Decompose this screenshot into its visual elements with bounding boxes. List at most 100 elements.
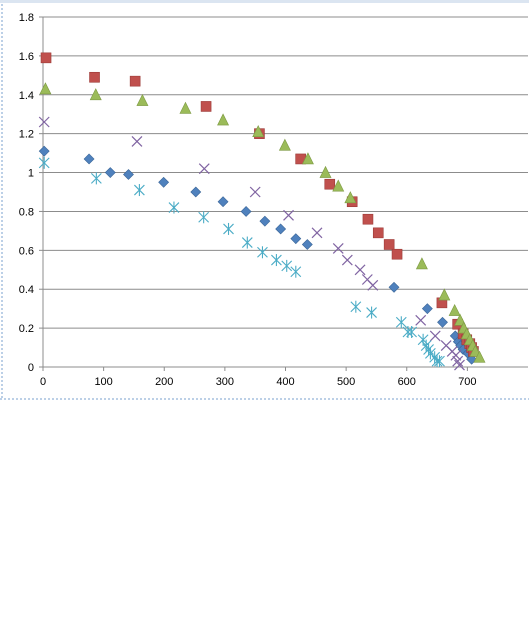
square-point — [391, 248, 403, 260]
x-point — [249, 186, 261, 198]
diamond-point — [388, 281, 400, 293]
square-point — [372, 227, 384, 239]
x-point — [131, 136, 143, 147]
x-point — [332, 242, 344, 254]
x-point — [367, 279, 379, 291]
y-tick-label: 1.8 — [19, 12, 34, 24]
square-point — [129, 75, 141, 87]
x-tick-label: 100 — [94, 376, 112, 388]
star-point — [223, 222, 234, 235]
diamond-point — [275, 223, 287, 235]
triangle-point — [319, 165, 332, 178]
triangle-point — [252, 125, 265, 138]
y-tick-label: 1 — [28, 168, 34, 180]
triangle-point — [179, 101, 192, 114]
diamond-point — [240, 206, 252, 217]
x-point — [415, 314, 427, 326]
triangle-point — [301, 152, 314, 165]
diamond-point — [259, 215, 271, 227]
star-point — [406, 326, 417, 338]
x-tick-label: 300 — [216, 376, 234, 388]
y-tick-label: 0.6 — [19, 245, 34, 257]
square-point — [89, 71, 100, 83]
star-point — [431, 355, 443, 368]
diamond-point — [123, 169, 134, 180]
axis-layer — [39, 16, 528, 371]
diamond-point — [190, 186, 202, 198]
y-tick-label: 0 — [28, 362, 34, 374]
star-point — [90, 172, 102, 185]
x-point — [283, 209, 294, 221]
star-point — [281, 259, 293, 272]
diamond-point — [83, 153, 95, 165]
chart-svg: 0 0.2 0.4 0.6 0.8 1 1.2 1.4 1.6 1.8 0 100 200 300 400 5… — [0, 0, 529, 400]
series-square — [40, 52, 479, 357]
star-point — [366, 306, 377, 319]
x-tick-label: 200 — [155, 376, 173, 388]
star-point — [168, 201, 180, 214]
x-point — [341, 254, 353, 266]
triangle-point — [438, 288, 451, 301]
triangle-point — [217, 113, 230, 126]
series-x — [38, 116, 465, 371]
y-tick-label: 0.4 — [19, 284, 34, 296]
square-point — [383, 239, 395, 250]
star-point — [271, 254, 282, 267]
star-point — [257, 246, 268, 259]
diamond-point — [38, 145, 50, 157]
y-tick-label: 1.2 — [19, 129, 34, 141]
star-point — [241, 236, 253, 249]
diamond-point — [421, 303, 433, 315]
diamond-point — [104, 167, 116, 178]
star-point — [395, 316, 407, 329]
star-point — [38, 156, 50, 169]
chart-frame: 0 0.2 0.4 0.6 0.8 1 1.2 1.4 1.6 1.8 0 100 200 300 400 5… — [0, 0, 529, 400]
triangle-point — [473, 350, 486, 363]
series-star — [38, 156, 445, 368]
x-point — [38, 116, 50, 128]
y-tick-label: 0.2 — [19, 323, 34, 335]
x-point — [454, 359, 465, 371]
x-tick-label: 500 — [337, 376, 355, 388]
square-point — [200, 101, 212, 112]
x-tick-label: 0 — [40, 376, 46, 388]
tick-label-layer: 0 0.2 0.4 0.6 0.8 1 1.2 1.4 1.6 1.8 0 100 200 300 400 5… — [19, 12, 477, 388]
star-point — [350, 300, 362, 313]
x-point — [354, 264, 366, 276]
x-point — [429, 330, 441, 342]
diamond-point — [437, 316, 448, 328]
triangle-point — [136, 93, 149, 106]
top-frame-strip — [0, 0, 529, 3]
triangle-point — [454, 313, 467, 326]
triangle-point — [332, 179, 345, 192]
star-point — [423, 343, 434, 356]
x-tick-label: 600 — [398, 376, 416, 388]
triangle-point — [344, 191, 357, 204]
square-point — [324, 178, 336, 190]
star-point — [290, 265, 302, 278]
star-point — [134, 184, 145, 197]
frame-layer — [0, 0, 529, 400]
diamond-point — [158, 176, 170, 188]
series-triangle — [39, 82, 486, 363]
x-point — [450, 349, 462, 361]
y-tick-label: 1.4 — [19, 90, 34, 102]
series-layer — [38, 52, 486, 371]
star-point — [434, 355, 445, 368]
x-point — [198, 163, 210, 175]
triangle-point — [89, 88, 102, 101]
triangle-point — [39, 82, 52, 95]
square-point — [40, 52, 52, 64]
grid-layer — [43, 16, 528, 329]
y-tick-label: 0.8 — [19, 206, 34, 218]
y-tick-label: 1.6 — [19, 51, 34, 63]
x-tick-label: 700 — [458, 376, 476, 388]
diamond-point — [217, 196, 229, 208]
diamond-point — [301, 239, 313, 250]
square-point — [362, 213, 374, 225]
star-point — [198, 211, 210, 224]
triangle-point — [278, 138, 291, 151]
x-point — [311, 227, 323, 239]
triangle-point — [415, 257, 428, 270]
x-point — [452, 355, 464, 367]
